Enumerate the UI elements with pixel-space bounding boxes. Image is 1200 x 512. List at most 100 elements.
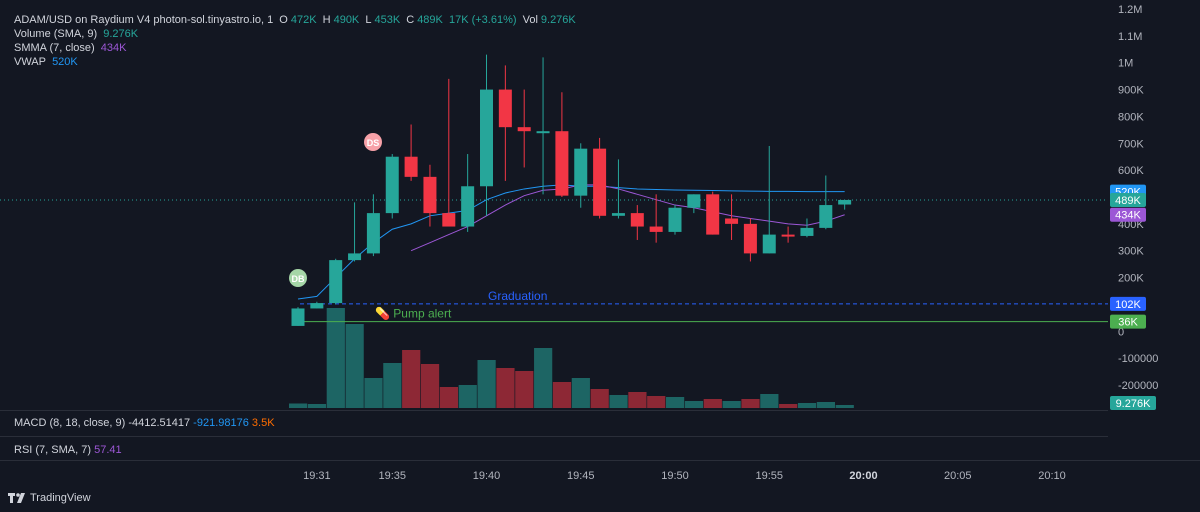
candle-body <box>461 186 475 227</box>
x-tick-label: 19:45 <box>567 470 595 482</box>
volume-bar <box>458 385 477 408</box>
volume-bar <box>628 392 647 408</box>
volume-bar <box>571 378 590 408</box>
volume-bar <box>666 397 685 408</box>
candle-body <box>838 199 852 205</box>
y-tick-label: 1.2M <box>1118 4 1142 16</box>
y-tick-label: 600K <box>1118 165 1144 177</box>
y-tick-label: 1M <box>1118 58 1133 70</box>
volume-bar <box>816 402 835 408</box>
y-tick-label: 800K <box>1118 111 1144 123</box>
x-tick-label: 19:35 <box>378 470 406 482</box>
x-tick-label: 19:31 <box>303 470 331 482</box>
volume-bar <box>797 403 817 408</box>
volume-bar <box>590 389 609 408</box>
price-tag <box>1110 207 1146 222</box>
volume-bar <box>420 364 440 408</box>
volume-bar <box>326 308 345 408</box>
x-tick-label: 20:10 <box>1038 470 1066 482</box>
db-marker <box>289 269 307 287</box>
candle-body <box>743 223 757 254</box>
candle-body <box>649 226 663 232</box>
candle-body <box>423 176 437 214</box>
tradingview-brand[interactable]: TradingView <box>8 492 91 504</box>
candle-body <box>593 148 607 216</box>
candle-body <box>498 89 512 128</box>
volume-indicator-legend[interactable]: Volume (SMA, 9) 9.276K <box>14 28 139 40</box>
volume-bar <box>552 382 572 408</box>
time-axis-separator <box>0 460 1200 461</box>
candle-body <box>574 148 588 196</box>
volume-bar <box>684 401 704 408</box>
volume-bar <box>835 405 854 408</box>
low-value: 453K <box>374 14 401 26</box>
volume-bar <box>289 403 308 408</box>
high-value: 490K <box>333 14 360 26</box>
open-value: 472K <box>290 14 317 26</box>
price-tag <box>1110 314 1146 329</box>
candle-body <box>480 89 493 187</box>
price-tag-label: 489K <box>1115 195 1141 207</box>
y-tick-label: 900K <box>1118 85 1144 97</box>
candle-body <box>819 205 833 228</box>
candle-body <box>291 308 305 326</box>
macd-pane-legend[interactable]: MACD (8, 18, close, 9) -4412.51417 -921.… <box>14 417 275 429</box>
tradingview-logo-icon <box>8 492 25 503</box>
volume-bar <box>439 387 458 408</box>
volume-bar <box>609 395 628 408</box>
volume-bar <box>477 360 496 408</box>
candle-body <box>762 234 776 254</box>
candle-body <box>706 194 720 235</box>
x-tick-label: 19:40 <box>473 470 501 482</box>
candle-body <box>781 234 795 237</box>
candle-body <box>725 218 739 224</box>
rsi-pane-legend[interactable]: RSI (7, SMA, 7) 57.41 <box>14 444 122 456</box>
volume-value: 9.276K <box>540 14 576 26</box>
ds-marker-label: DS <box>367 138 380 148</box>
volume-bar <box>722 401 741 408</box>
x-tick-label: 19:50 <box>661 470 689 482</box>
candle-body <box>329 260 343 304</box>
candle-body <box>536 131 550 134</box>
y-tick-label: 0 <box>1118 326 1124 338</box>
vwap-indicator-legend[interactable]: VWAP 520K <box>14 56 78 68</box>
volume-bar <box>647 396 666 408</box>
x-tick-label: 20:05 <box>944 470 972 482</box>
volume-tag-label: 9.276K <box>1116 398 1152 410</box>
graduation-label: Graduation <box>488 289 547 303</box>
db-marker-label: DB <box>292 274 305 284</box>
candle-body <box>385 156 399 214</box>
candle-body <box>800 227 814 236</box>
y-tick-label: 1.1M <box>1118 31 1142 43</box>
y-tick-label: -200000 <box>1118 380 1158 392</box>
symbol-title[interactable]: ADAM/USD on Raydium V4 photon-sol.tinyas… <box>14 14 274 26</box>
volume-bar <box>741 399 760 408</box>
y-tick-label: 200K <box>1118 273 1144 285</box>
price-tag <box>1110 296 1146 311</box>
candle-body <box>517 127 531 132</box>
candle-body <box>611 213 625 216</box>
x-tick-label: 19:55 <box>755 470 783 482</box>
candle-body <box>310 303 324 309</box>
change-value: 17K (+3.61%) <box>448 14 517 26</box>
volume-bar <box>515 371 534 408</box>
pane-separator <box>0 436 1108 437</box>
volume-bar <box>703 399 722 408</box>
ds-marker <box>364 133 382 151</box>
close-value: 489K <box>417 14 443 26</box>
y-tick-label: 300K <box>1118 246 1144 258</box>
price-tag <box>1110 192 1146 207</box>
candle-body <box>442 213 456 227</box>
volume-bar <box>364 378 383 408</box>
symbol-legend: ADAM/USD on Raydium V4 photon-sol.tinyas… <box>14 14 576 26</box>
volume-bar <box>760 394 779 408</box>
candle-body <box>687 194 701 208</box>
brand-name: TradingView <box>30 492 91 504</box>
candle-body <box>630 213 644 227</box>
volume-bar <box>383 363 402 408</box>
smma-indicator-legend[interactable]: SMMA (7, close) 434K <box>14 42 127 54</box>
candle-body <box>366 213 380 254</box>
candle-body <box>348 253 362 261</box>
pane-separator <box>0 410 1108 411</box>
